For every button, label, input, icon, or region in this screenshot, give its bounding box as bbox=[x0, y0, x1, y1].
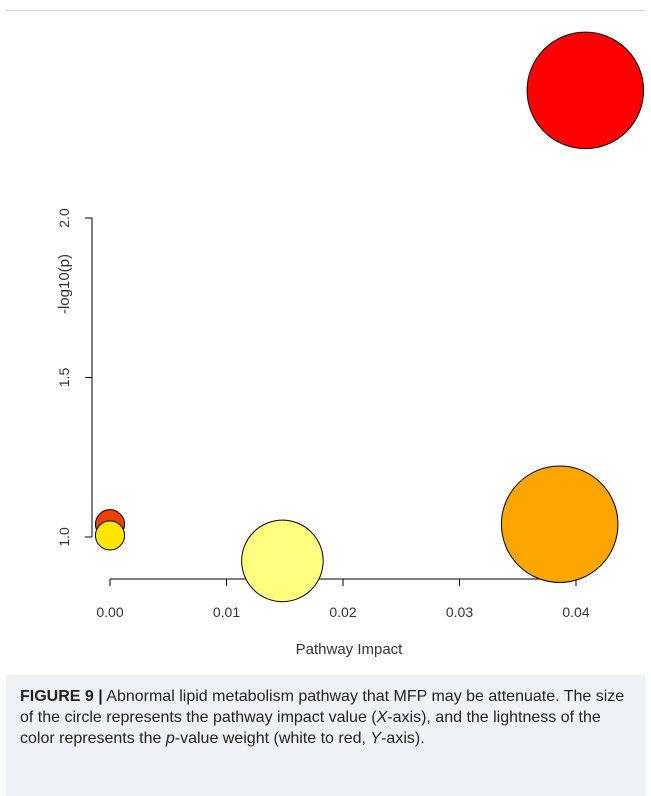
caption-label: FIGURE 9 | bbox=[20, 688, 103, 705]
caption-y-axis: Y bbox=[370, 730, 382, 747]
axes: 0.00 0.01 0.02 0.03 0.04 1.0 1.5 2.0 bbox=[56, 208, 590, 620]
bubble-point bbox=[94, 520, 126, 551]
bubble-point bbox=[500, 465, 619, 583]
y-tick-label: 1.5 bbox=[56, 368, 72, 388]
caption-p: p bbox=[165, 730, 175, 747]
caption-x-axis: X bbox=[376, 709, 388, 726]
bubble-point bbox=[526, 31, 645, 150]
caption-text-3: -value weight (white to red, bbox=[174, 730, 371, 747]
x-tick-label: 0.01 bbox=[213, 604, 240, 620]
x-tick-label: 0.03 bbox=[446, 604, 473, 620]
figure-frame bbox=[6, 10, 645, 794]
y-tick-label: 2.0 bbox=[56, 208, 72, 228]
caption-text-1: Abnormal lipid metabolism pathway that M… bbox=[20, 688, 625, 726]
y-tick-label: 1.0 bbox=[56, 527, 72, 547]
x-tick-label: 0.02 bbox=[329, 604, 356, 620]
bubble-point bbox=[241, 519, 324, 603]
y-axis-title: -log10(p) bbox=[56, 254, 73, 314]
caption-text-4: -axis). bbox=[381, 730, 425, 747]
x-axis-title: Pathway Impact bbox=[296, 641, 404, 658]
figure-caption: FIGURE 9 | Abnormal lipid metabolism pat… bbox=[6, 675, 645, 796]
bubble-chart: 0.00 0.01 0.02 0.03 0.04 1.0 1.5 2.0 Pathway Im… bbox=[56, 31, 645, 658]
x-tick-label: 0.04 bbox=[562, 604, 589, 620]
caption-text-2: -axis), and the lightness of the color r… bbox=[20, 709, 601, 747]
chart-points bbox=[94, 31, 645, 603]
x-tick-label: 0.00 bbox=[96, 604, 123, 620]
